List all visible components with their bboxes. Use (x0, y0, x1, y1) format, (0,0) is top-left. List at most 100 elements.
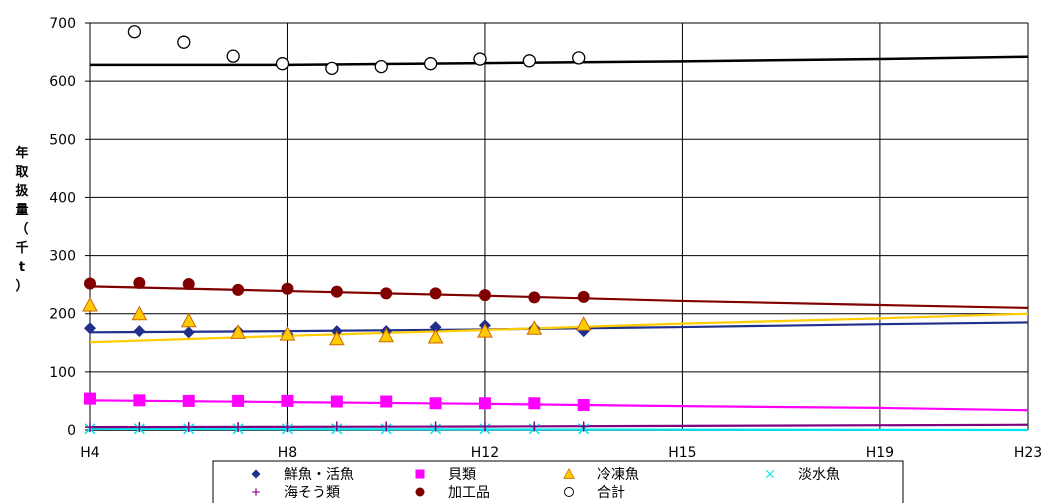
circle-shape (380, 287, 393, 300)
y-label-char: 量 (15, 203, 28, 218)
data-point-1 (528, 397, 541, 410)
data-point-6 (325, 61, 339, 76)
legend-entry: 合計 (564, 485, 625, 501)
open-circle-shape (275, 57, 290, 71)
x-tick-label: H23 (1014, 445, 1041, 461)
y-label-char: 年 (15, 145, 28, 161)
circle-shape (415, 487, 425, 497)
open-circle-shape (423, 57, 438, 71)
triangle-shape (180, 312, 197, 328)
circle-shape (577, 290, 590, 303)
square-shape (182, 394, 195, 407)
data-point-6 (177, 35, 191, 49)
data-point-4 (331, 421, 342, 432)
data-point-1 (478, 397, 491, 410)
data-point-1 (84, 392, 96, 405)
legend-entry: 冷凍魚 (563, 467, 639, 483)
series (82, 25, 1029, 435)
triangle-shape (378, 327, 395, 343)
data-point-6 (127, 25, 142, 39)
data-point-1 (330, 395, 343, 408)
legend-label: 鮮魚・活魚 (284, 467, 354, 483)
data-point-4 (479, 421, 490, 432)
diamond-shape (251, 469, 261, 479)
data-point-4 (183, 422, 194, 433)
open-circle-shape (522, 54, 537, 68)
diamond-shape (182, 326, 195, 339)
square-shape (84, 392, 96, 405)
y-label-char: 千 (15, 240, 28, 256)
square-shape (281, 394, 294, 407)
trend-line-4 (89, 423, 1029, 429)
data-point-1 (429, 397, 442, 410)
axes (85, 22, 1028, 431)
square-shape (528, 397, 541, 410)
data-point-5 (281, 282, 294, 295)
square-shape (133, 394, 146, 407)
y-tick-labels: 0 100 200 300 400 500 600 700 (49, 16, 76, 439)
square-shape (380, 395, 393, 408)
triangle-shape (563, 467, 575, 479)
data-point-0 (133, 325, 146, 338)
legend-marker (415, 469, 425, 479)
open-circle-shape (127, 25, 142, 39)
data-point-1 (133, 394, 146, 407)
y-tick-label: 100 (49, 365, 76, 381)
y-tick-label: 200 (49, 307, 76, 323)
legend-label: 加工品 (448, 485, 490, 501)
legend-box (212, 460, 904, 503)
legend-label: 海そう類 (284, 485, 340, 501)
circle-shape (133, 276, 146, 289)
data-point-5 (429, 287, 442, 300)
data-point-4 (134, 422, 145, 433)
data-point-6 (275, 57, 290, 71)
data-point-5 (182, 278, 195, 291)
legend-label: 合計 (597, 485, 625, 501)
diamond-shape (429, 321, 442, 334)
y-tick-label: 500 (49, 132, 76, 148)
triangle-shape (230, 324, 246, 339)
open-circle-shape (177, 35, 191, 49)
y-label-char: （ (15, 221, 28, 237)
legend-marker (252, 488, 260, 496)
y-label-char: t (19, 260, 25, 275)
circle-shape (330, 285, 343, 298)
triangle-shape (329, 330, 345, 346)
triangle-shape (279, 326, 296, 341)
open-circle-shape (226, 49, 240, 63)
square-shape (478, 397, 491, 410)
gridlines (90, 22, 1029, 430)
legend-marker (765, 469, 775, 479)
triangle-shape (131, 305, 148, 321)
data-point-0 (429, 321, 442, 334)
circle-shape (528, 291, 541, 304)
data-point-2 (378, 327, 395, 343)
legend-entry: 鮮魚・活魚 (251, 467, 354, 483)
legend-marker (251, 469, 261, 479)
open-circle-shape (564, 487, 574, 497)
data-point-5 (133, 276, 146, 289)
triangle-shape (82, 296, 98, 312)
y-tick-label: 600 (49, 74, 76, 90)
square-shape (330, 395, 343, 408)
legend-label: 冷凍魚 (597, 467, 639, 483)
data-point-2 (82, 296, 98, 312)
data-point-4 (381, 421, 392, 432)
x-tick-label: H12 (471, 445, 499, 461)
legend-entry: 淡水魚 (765, 467, 840, 483)
circle-shape (232, 283, 245, 296)
open-circle-shape (572, 51, 586, 65)
y-tick-label: 700 (49, 16, 76, 32)
data-point-5 (330, 285, 343, 298)
legend-entry: 貝類 (415, 467, 476, 483)
x-tick-label: H8 (278, 445, 297, 461)
data-point-6 (423, 57, 438, 71)
data-point-4 (233, 422, 244, 433)
triangle-shape (575, 316, 592, 331)
data-point-5 (84, 277, 96, 290)
x-stroke (765, 469, 775, 479)
diamond-shape (133, 325, 146, 338)
